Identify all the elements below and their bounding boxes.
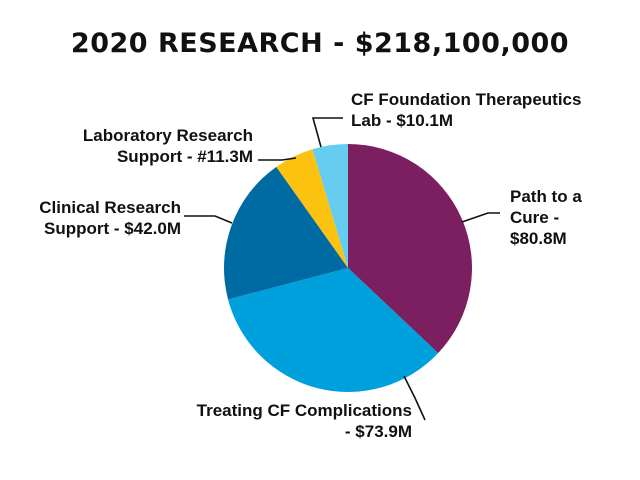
slice-label-4: Laboratory Research Support - #11.3M	[83, 126, 253, 166]
leader-line-2	[403, 375, 426, 421]
slice-label-line: Clinical Research	[39, 198, 181, 217]
slice-label-line: - $73.9M	[345, 422, 412, 441]
slice-label-2: Treating CF Complications - $73.9M	[197, 401, 412, 441]
pie-slice-1	[348, 144, 472, 354]
pie-slice-3	[223, 166, 348, 300]
slice-label-3: Clinical Research Support - $42.0M	[39, 198, 181, 238]
slice-label-line: Support - $42.0M	[44, 219, 181, 238]
slice-label-line: Laboratory Research	[83, 126, 253, 145]
slice-label-line: $80.8M	[510, 229, 567, 248]
leader-line-5	[311, 117, 343, 148]
leader-lines	[184, 117, 500, 421]
slice-label-line: Treating CF Complications	[197, 401, 412, 420]
pie-slice-4	[276, 149, 348, 268]
slice-label-line: Lab - $10.1M	[351, 111, 453, 130]
slice-label-line: CF Foundation Therapeutics	[351, 90, 581, 109]
slice-label-line: Cure -	[510, 208, 559, 227]
pie-slices	[223, 144, 472, 392]
slice-label-line: Support - #11.3M	[117, 147, 253, 166]
chart-title: 2020 RESEARCH - $218,100,000	[71, 28, 569, 59]
slice-labels: Path to a Cure - $80.8M Treating CF Complic…	[39, 90, 582, 441]
pie-slice-2	[228, 268, 439, 392]
leader-line-4	[258, 157, 297, 161]
leader-line-1	[461, 212, 500, 223]
slice-label-5: CF Foundation Therapeutics Lab - $10.1M	[351, 90, 581, 130]
slice-label-line: Path to a	[510, 187, 582, 206]
slice-label-1: Path to a Cure - $80.8M	[510, 187, 582, 248]
pie-slice-5	[312, 144, 348, 268]
leader-line-3	[184, 215, 233, 224]
